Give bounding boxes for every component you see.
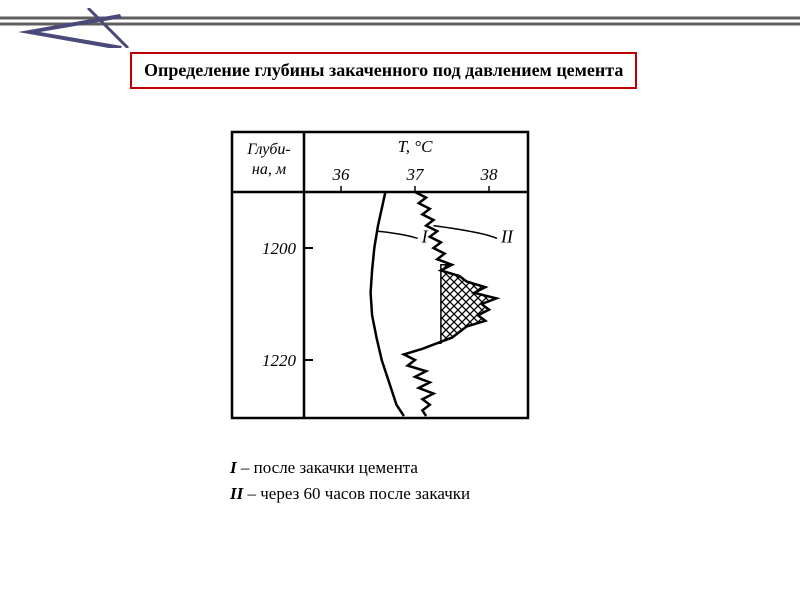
well-log-chart: Глуби-на, мT, °C36373812001220III bbox=[230, 130, 530, 420]
svg-text:II: II bbox=[500, 226, 514, 246]
svg-text:36: 36 bbox=[332, 165, 351, 184]
svg-text:1200: 1200 bbox=[262, 239, 297, 258]
svg-text:1220: 1220 bbox=[262, 351, 297, 370]
legend-symbol-II: II bbox=[230, 484, 243, 503]
svg-text:37: 37 bbox=[406, 165, 426, 184]
legend: I – после закачки цемента II – через 60 … bbox=[230, 455, 470, 506]
legend-item-II: II – через 60 часов после закачки bbox=[230, 481, 470, 507]
decorative-header bbox=[0, 8, 800, 48]
svg-text:на, м: на, м bbox=[252, 161, 286, 178]
legend-symbol-I: I bbox=[230, 458, 237, 477]
svg-text:T, °C: T, °C bbox=[398, 137, 433, 156]
legend-text-I: – после закачки цемента bbox=[237, 458, 418, 477]
svg-text:38: 38 bbox=[480, 165, 499, 184]
svg-text:I: I bbox=[421, 226, 429, 246]
page-title: Определение глубины закаченного под давл… bbox=[130, 52, 637, 89]
legend-item-I: I – после закачки цемента bbox=[230, 455, 470, 481]
svg-text:Глуби-: Глуби- bbox=[246, 141, 291, 158]
legend-text-II: – через 60 часов после закачки bbox=[243, 484, 470, 503]
